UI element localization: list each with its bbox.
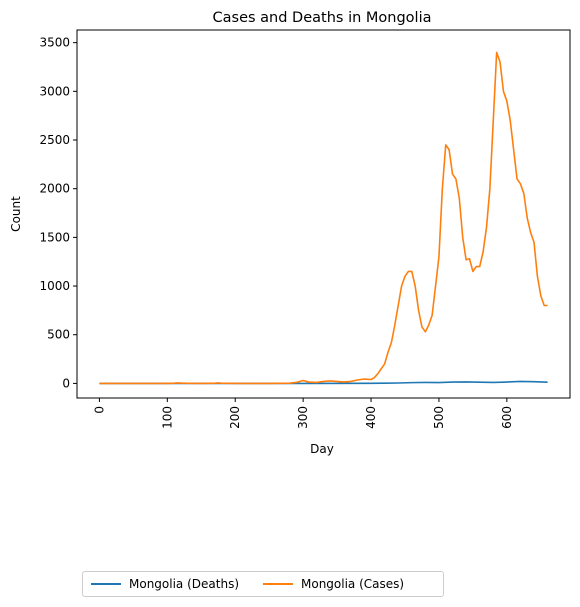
y-tick-label: 3500	[39, 36, 70, 50]
chart-title: Cases and Deaths in Mongolia	[213, 10, 432, 26]
y-tick-label: 1000	[39, 279, 70, 293]
x-tick-label: 600	[500, 406, 514, 429]
legend-swatch-cases	[263, 583, 293, 585]
x-tick-label: 200	[228, 406, 242, 429]
legend-label-cases: Mongolia (Cases)	[301, 577, 405, 591]
x-tick-label: 300	[296, 406, 310, 429]
legend-item-deaths: Mongolia (Deaths)	[91, 577, 239, 591]
x-tick-label: 400	[364, 406, 378, 429]
y-tick-label: 500	[47, 328, 70, 342]
x-tick-label: 0	[92, 406, 106, 414]
y-tick-label: 2000	[39, 182, 70, 196]
y-tick-label: 1500	[39, 230, 70, 244]
x-axis-label: Day	[310, 442, 334, 456]
y-axis-label: Count	[9, 196, 23, 232]
y-tick-label: 0	[62, 376, 70, 390]
legend-swatch-deaths	[91, 583, 121, 585]
x-tick-label: 500	[432, 406, 446, 429]
y-tick-label: 3000	[39, 84, 70, 98]
legend: Mongolia (Deaths) Mongolia (Cases)	[82, 571, 444, 597]
plot-frame	[76, 29, 571, 399]
x-tick-label: 100	[160, 406, 174, 429]
legend-label-deaths: Mongolia (Deaths)	[129, 577, 239, 591]
series-line-cases	[99, 51, 548, 385]
y-tick-label: 2500	[39, 133, 70, 147]
legend-item-cases: Mongolia (Cases)	[263, 577, 404, 591]
plot-area: 0 100 200 300 400 500 600 0 500 1000 1500 2000 2500 3…	[39, 29, 571, 429]
